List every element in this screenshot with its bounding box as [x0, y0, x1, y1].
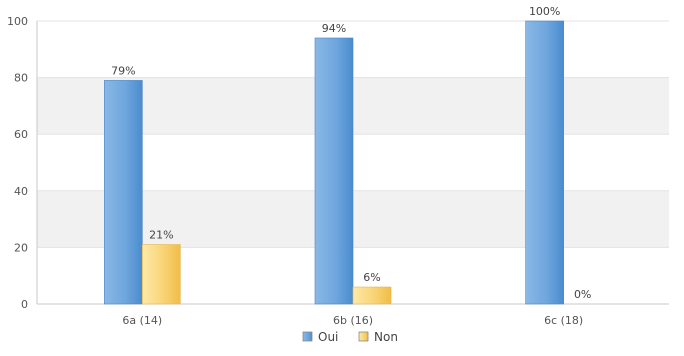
- y-tick-label: 40: [14, 185, 28, 198]
- y-tick-label: 60: [14, 128, 28, 141]
- legend-swatch-oui[interactable]: [302, 331, 313, 342]
- data-label: 100%: [529, 5, 560, 18]
- data-label: 79%: [111, 64, 135, 77]
- bar-oui-3: [525, 20, 564, 305]
- legend-label-oui[interactable]: Oui: [318, 330, 338, 344]
- y-tick-label: 100: [7, 15, 28, 28]
- bar-oui-1: [104, 80, 143, 305]
- y-tick-label: 80: [14, 72, 28, 85]
- x-tick-label: 6a (14): [122, 314, 162, 327]
- data-label: 0%: [574, 288, 591, 301]
- bars: [104, 20, 564, 305]
- x-tick-label: 6b (16): [333, 314, 373, 327]
- legend-label-non[interactable]: Non: [374, 330, 398, 344]
- bar-non-2: [352, 286, 392, 305]
- y-tick-label: 20: [14, 241, 28, 254]
- bar-non-1: [142, 244, 181, 305]
- data-label: 21%: [149, 229, 173, 242]
- bar-oui-2: [314, 37, 354, 305]
- data-labels: 79% 21% 94% 6% 100% 0%: [111, 5, 591, 301]
- legend-swatch-non[interactable]: [358, 331, 369, 342]
- x-tick-label: 6c (18): [544, 314, 583, 327]
- y-tick-label: 0: [21, 298, 28, 311]
- data-label: 94%: [322, 22, 346, 35]
- data-label: 6%: [363, 271, 380, 284]
- legend: Oui Non: [302, 330, 398, 344]
